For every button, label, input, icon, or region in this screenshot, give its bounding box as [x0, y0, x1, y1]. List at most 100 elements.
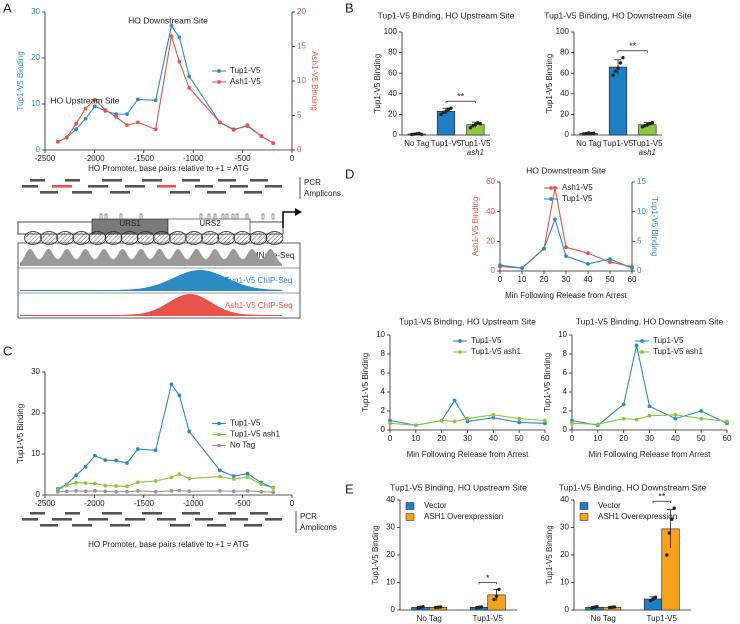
x-tick-label: -1500	[134, 154, 155, 163]
data-point	[564, 254, 568, 259]
x-tick-label: 50	[697, 434, 706, 443]
x-tick-label: 40	[584, 275, 593, 284]
data-point	[517, 416, 522, 421]
site-mark	[245, 213, 249, 220]
replicate-point	[591, 131, 596, 135]
x-tick-label: Tup1-V5	[603, 139, 634, 148]
series-line	[57, 382, 274, 490]
mnase-track	[20, 248, 282, 266]
data-point	[83, 489, 88, 494]
replicate-point	[494, 594, 499, 598]
track-label: Tup1-V5 ChIP-Seq	[225, 276, 292, 285]
x-tick-label: Tup1-V5	[460, 139, 491, 148]
data-point	[64, 135, 69, 140]
y-tick-label: 8	[381, 349, 386, 358]
amplicon	[52, 185, 72, 188]
legend-label: No Tag	[230, 441, 255, 450]
amplicon	[142, 512, 162, 515]
nucleosome	[152, 231, 171, 245]
amplicon	[125, 518, 145, 521]
data-point	[103, 489, 108, 494]
chart-title: Tup1-V5 Binding, HO Downstream Site	[576, 316, 724, 326]
amplicon	[110, 524, 130, 527]
site-mark	[235, 213, 239, 220]
replicate-point	[650, 120, 654, 125]
x-tick-label: -2000	[84, 499, 105, 508]
x-tick-label: 10	[518, 275, 527, 284]
y-tick-label: 100	[556, 27, 570, 36]
y-tick-label: 30	[560, 523, 569, 532]
data-point	[74, 489, 79, 493]
nucleosome	[104, 231, 123, 245]
data-point	[543, 418, 547, 423]
y-tick-label: 30	[386, 523, 395, 532]
x-tick-label: No Tag	[404, 139, 429, 148]
data-point	[621, 416, 626, 421]
data-point	[259, 134, 264, 139]
data-point	[699, 416, 704, 421]
y-tick-label: 100	[384, 27, 398, 36]
x-tick-label: 10	[411, 434, 420, 443]
data-point	[621, 402, 626, 407]
data-point	[103, 483, 108, 488]
y-tick-label: 20	[31, 408, 40, 417]
x-tick-label: 10	[593, 434, 602, 443]
amplicon	[182, 179, 200, 182]
x-axis-label: Min Following Release from Arrest	[505, 291, 628, 300]
y-tick-label: 0	[36, 490, 41, 499]
data-point	[608, 260, 612, 264]
data-point	[64, 483, 69, 488]
data-point	[630, 266, 634, 270]
legend-label: Tup1-V5 ash1	[653, 347, 704, 356]
data-point	[83, 464, 88, 469]
nucleosome	[265, 231, 284, 245]
pcr-label: PCR	[300, 512, 317, 521]
data-point	[153, 98, 158, 103]
y2-tick-label: 10	[297, 76, 306, 85]
x-tick-label: 30	[562, 275, 571, 284]
y2-axis-label: Ash1-V5 Binding	[310, 51, 319, 111]
amplicon	[65, 179, 80, 182]
y-tick-label: 8	[563, 349, 568, 358]
data-point	[245, 123, 250, 128]
data-point	[465, 419, 470, 424]
significance-label: **	[629, 41, 637, 51]
nucleosome	[249, 231, 268, 245]
replicate-point	[616, 66, 620, 70]
amplicon	[182, 512, 200, 515]
amplicon	[207, 191, 226, 194]
legend-label: Vector	[598, 501, 621, 510]
y-tick-label: 10	[376, 330, 385, 339]
data-point	[169, 475, 174, 480]
data-point	[543, 421, 547, 426]
data-point	[55, 489, 60, 494]
replicate-point	[612, 605, 617, 609]
data-point	[388, 421, 392, 426]
replicate-point	[478, 121, 482, 126]
x-tick-label: 40	[671, 434, 680, 443]
data-point	[217, 489, 222, 493]
y2-tick-label: 0	[297, 145, 302, 154]
y-tick-label: 0	[36, 145, 41, 154]
legend-label: Vector	[424, 501, 447, 510]
x-tick-label: 60	[628, 275, 637, 284]
site-mark	[207, 213, 211, 220]
data-point	[114, 112, 119, 117]
amplicon	[40, 524, 58, 527]
data-point	[83, 481, 88, 486]
data-point	[74, 480, 79, 485]
legend-label: Tup1-V5 ash1	[230, 430, 281, 439]
legend-label: Tup1-V5	[562, 194, 593, 203]
data-point	[452, 398, 457, 403]
x-tick-label: 50	[515, 434, 524, 443]
y-tick-label: 30	[31, 367, 40, 376]
data-point	[259, 489, 264, 494]
amplicon	[195, 185, 213, 188]
y-tick-label: 80	[388, 48, 397, 57]
replicate-point	[414, 132, 419, 136]
data-point	[595, 422, 600, 427]
legend-marker	[217, 421, 221, 426]
y-axis-label: Tup1-V5 Binding	[361, 353, 370, 412]
urs-label: URS2	[199, 219, 221, 228]
x-tick-label: -1000	[183, 154, 204, 163]
